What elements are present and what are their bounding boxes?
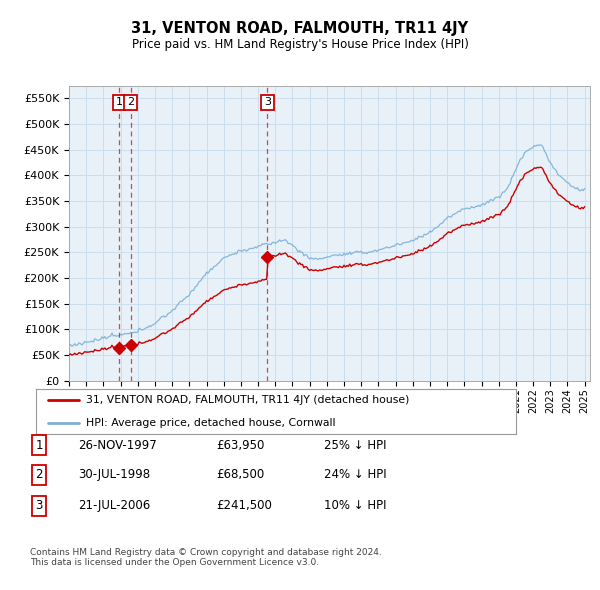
Text: 31, VENTON ROAD, FALMOUTH, TR11 4JY (detached house): 31, VENTON ROAD, FALMOUTH, TR11 4JY (det…	[86, 395, 410, 405]
Text: 21-JUL-2006: 21-JUL-2006	[78, 499, 150, 512]
Text: 2: 2	[35, 468, 43, 481]
Text: 26-NOV-1997: 26-NOV-1997	[78, 439, 157, 452]
Text: £68,500: £68,500	[216, 468, 264, 481]
Text: Contains HM Land Registry data © Crown copyright and database right 2024.
This d: Contains HM Land Registry data © Crown c…	[30, 548, 382, 567]
Text: 1: 1	[116, 97, 122, 107]
Text: £241,500: £241,500	[216, 499, 272, 512]
Text: 31, VENTON ROAD, FALMOUTH, TR11 4JY: 31, VENTON ROAD, FALMOUTH, TR11 4JY	[131, 21, 469, 35]
Text: 3: 3	[35, 499, 43, 512]
Text: 30-JUL-1998: 30-JUL-1998	[78, 468, 150, 481]
Text: 1: 1	[35, 439, 43, 452]
Text: HPI: Average price, detached house, Cornwall: HPI: Average price, detached house, Corn…	[86, 418, 336, 428]
Text: Price paid vs. HM Land Registry's House Price Index (HPI): Price paid vs. HM Land Registry's House …	[131, 38, 469, 51]
Text: 10% ↓ HPI: 10% ↓ HPI	[324, 499, 386, 512]
Text: 2: 2	[127, 97, 134, 107]
Text: 3: 3	[264, 97, 271, 107]
Text: £63,950: £63,950	[216, 439, 265, 452]
Text: 25% ↓ HPI: 25% ↓ HPI	[324, 439, 386, 452]
Text: 24% ↓ HPI: 24% ↓ HPI	[324, 468, 386, 481]
